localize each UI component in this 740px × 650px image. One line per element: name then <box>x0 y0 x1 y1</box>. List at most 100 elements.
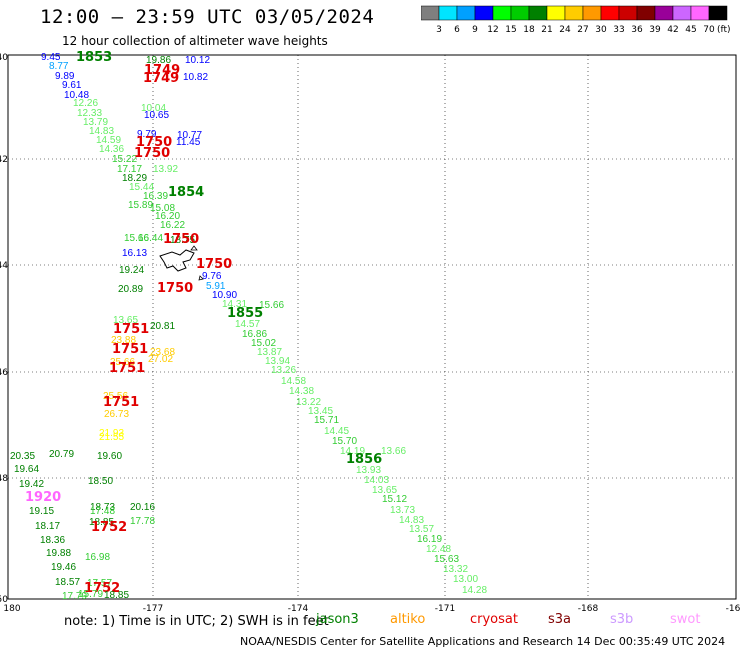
latitude-label: 48 <box>0 474 8 484</box>
legend-label: 33 <box>613 25 624 35</box>
wave-height-map: 40 42 44 46 48 50180 -177 -174 -171 -168 -16 9.45 18… <box>0 0 740 612</box>
wave-height-label: 15.22 <box>112 154 137 165</box>
legend-label: 15 <box>505 25 516 35</box>
pass-time-label: 1750 <box>157 281 193 296</box>
wave-height-label: 19.46 <box>51 562 76 573</box>
wave-height-label: 13.93 <box>356 465 381 476</box>
wave-height-label: 15.63 <box>434 554 459 565</box>
latitude-label: 44 <box>0 261 8 271</box>
wave-height-label: 14.31 <box>222 299 247 310</box>
wave-height-label: 16.20 <box>155 211 180 222</box>
wave-height-label: 18.50 <box>88 476 113 487</box>
page-title: 12:00 – 23:59 UTC 03/05/2024 <box>40 6 375 28</box>
wave-height-label: 12.48 <box>426 544 451 555</box>
wave-height-label: 13.57 <box>409 524 434 535</box>
longitude-label: -16 <box>726 604 740 612</box>
wave-height-label: 18.85 <box>104 590 129 601</box>
wave-height-label: 15.44 <box>129 182 154 193</box>
wave-height-label: 16.39 <box>143 191 168 202</box>
wave-height-label: 13.87 <box>257 347 282 358</box>
satellite-swot: swot <box>670 612 701 627</box>
color-scale-legend: 3 6 9 12 15 18 21 24 27 30 33 36 39 42 45 70 (ft) <box>421 5 731 35</box>
islet-outline <box>190 245 204 281</box>
legend-label: 30 <box>595 25 607 35</box>
pass-time-label: 1749 <box>143 71 179 86</box>
wave-height-label: 14.03 <box>364 475 389 486</box>
map-frame <box>7 54 737 600</box>
pass-time-label: 1751 <box>103 395 139 410</box>
wave-height-label: 14.38 <box>289 386 314 397</box>
wave-height-label: 20.79 <box>49 449 74 460</box>
wave-height-label: 19.15 <box>29 506 54 517</box>
wave-height-label: 17.57 <box>87 578 112 589</box>
page-subtitle: 12 hour collection of altimeter wave hei… <box>62 34 328 48</box>
wave-height-label: 17.79 <box>62 591 87 602</box>
satellite-altiko: altiko <box>390 612 426 627</box>
wave-height-label: 10.82 <box>183 72 208 83</box>
pass-time-label: 1749 <box>144 63 180 78</box>
wave-height-label: 13.22 <box>296 397 321 408</box>
wave-height-label: 19.64 <box>14 464 39 475</box>
longitude-label: -174 <box>288 604 309 612</box>
wave-height-label: 26.73 <box>104 409 129 420</box>
legend-label: 36 <box>631 25 643 35</box>
wave-height-label: 15.79 <box>78 589 103 600</box>
wave-height-label: 17.78 <box>130 516 155 527</box>
pass-time-label: 1750 <box>163 232 199 247</box>
legend-label: 9 <box>472 25 478 35</box>
wave-height-label: 19.03 <box>0 0 25 3</box>
wave-height-label: 9.89 <box>55 71 75 82</box>
wave-height-label: 16.22 <box>160 220 185 231</box>
wave-height-label: 13.92 <box>153 164 178 175</box>
wave-height-label: 10.65 <box>144 110 169 121</box>
pass-time-label: 1921 <box>0 0 36 4</box>
wave-height-label: 18.43 <box>0 0 25 3</box>
wave-height-label: 16.98 <box>85 552 110 563</box>
wave-height-label: 25.66 <box>110 357 135 368</box>
pass-time-label: 1920 <box>25 490 61 505</box>
wave-height-label: 20.35 <box>10 451 35 462</box>
legend-label: 24 <box>559 25 571 35</box>
wave-height-label: 21.55 <box>99 432 124 443</box>
wave-height-label: 13.26 <box>271 365 296 376</box>
wave-height-label: 16.13 <box>122 248 147 259</box>
wave-height-label: 8.77 <box>49 61 69 72</box>
legend-label: 12 <box>487 25 498 35</box>
wave-height-label: 14.57 <box>235 319 260 330</box>
wave-height-label: 21 <box>0 0 12 3</box>
wave-height-label: 13.66 <box>381 446 406 457</box>
wave-height-label: 19.42 <box>19 479 44 490</box>
wave-height-label: 19.24 <box>119 265 144 276</box>
longitude-label: -168 <box>578 604 599 612</box>
legend-label: 70 <box>703 25 715 35</box>
wave-height-label: 19.86 <box>146 55 171 66</box>
wave-height-label: 19.88 <box>46 548 71 559</box>
wave-height-label: 15.08 <box>150 203 175 214</box>
wave-height-label: 14.58 <box>281 376 306 387</box>
wave-height-label: 18.29 <box>122 173 147 184</box>
wave-height-label: 25.56 <box>103 391 128 402</box>
legend-label: 6 <box>454 25 460 35</box>
legend-label: 3 <box>436 25 442 35</box>
satellite-cryosat: cryosat <box>470 612 518 627</box>
wave-height-label: 20.89 <box>118 284 143 295</box>
wave-height-label: 9.76 <box>202 271 222 282</box>
wave-height-label: 14.19 <box>340 446 365 457</box>
wave-height-label: 15.71 <box>314 415 339 426</box>
wave-height-label: 13.45 <box>308 406 333 417</box>
wave-height-label: 27.02 <box>148 354 173 365</box>
wave-height-label: 18.17 <box>35 521 60 532</box>
longitude-label: -171 <box>435 604 455 612</box>
wave-height-label: 19.60 <box>97 451 122 462</box>
wave-height-label: 18.75 <box>170 235 195 246</box>
satellite-s3b: s3b <box>610 612 634 627</box>
pass-time-label: 1856 <box>346 452 382 467</box>
wave-height-label: 15.70 <box>332 436 357 447</box>
wave-height-label: 14.83 <box>399 515 424 526</box>
wave-height-label: 14.36 <box>99 144 124 155</box>
wave-height-label: 10.12 <box>185 55 210 66</box>
wave-height-label: 13.00 <box>453 574 478 585</box>
longitude-label: 180 <box>3 604 20 612</box>
wave-height-label: 20.16 <box>130 502 155 513</box>
satellite-s3a: s3a <box>548 612 572 627</box>
